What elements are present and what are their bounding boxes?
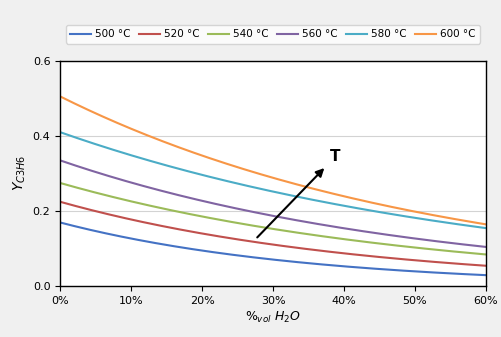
Line: 560 °C: 560 °C	[60, 160, 486, 247]
500 °C	[59, 221, 65, 225]
540 °C	[57, 181, 63, 185]
500 °C	[443, 271, 449, 275]
X-axis label: $\%_{vol}\ H_2O$: $\%_{vol}\ H_2O$	[245, 310, 301, 326]
Line: 600 °C: 600 °C	[60, 96, 486, 224]
540 °C	[416, 246, 422, 250]
560 °C	[443, 240, 449, 244]
500 °C	[57, 220, 63, 224]
520 °C	[57, 200, 63, 204]
500 °C	[483, 273, 489, 277]
600 °C	[309, 186, 315, 190]
Y-axis label: $Y_{C3H6}$: $Y_{C3H6}$	[12, 156, 29, 191]
520 °C	[311, 248, 317, 252]
Line: 540 °C: 540 °C	[60, 183, 486, 254]
560 °C	[57, 158, 63, 162]
560 °C	[311, 221, 317, 225]
520 °C	[318, 249, 324, 253]
500 °C	[309, 262, 315, 266]
580 °C	[309, 198, 315, 202]
580 °C	[318, 200, 324, 204]
560 °C	[59, 159, 65, 163]
Line: 500 °C: 500 °C	[60, 222, 486, 275]
580 °C	[57, 130, 63, 134]
520 °C	[416, 258, 422, 263]
600 °C	[311, 187, 317, 191]
560 °C	[416, 237, 422, 241]
520 °C	[309, 248, 315, 252]
500 °C	[416, 270, 422, 274]
540 °C	[318, 234, 324, 238]
520 °C	[59, 200, 65, 204]
580 °C	[416, 216, 422, 220]
540 °C	[483, 252, 489, 256]
580 °C	[311, 198, 317, 202]
600 °C	[416, 210, 422, 214]
540 °C	[443, 249, 449, 253]
520 °C	[443, 261, 449, 265]
580 °C	[443, 220, 449, 224]
580 °C	[59, 131, 65, 135]
580 °C	[483, 226, 489, 230]
600 °C	[59, 95, 65, 99]
560 °C	[309, 221, 315, 225]
500 °C	[311, 262, 317, 266]
600 °C	[318, 189, 324, 193]
540 °C	[311, 233, 317, 237]
560 °C	[483, 245, 489, 249]
Text: T: T	[330, 149, 340, 164]
Legend: 500 °C, 520 °C, 540 °C, 560 °C, 580 °C, 600 °C: 500 °C, 520 °C, 540 °C, 560 °C, 580 °C, …	[66, 25, 480, 43]
540 °C	[59, 181, 65, 185]
600 °C	[483, 222, 489, 226]
600 °C	[57, 94, 63, 98]
Line: 580 °C: 580 °C	[60, 132, 486, 228]
Line: 520 °C: 520 °C	[60, 202, 486, 266]
600 °C	[443, 215, 449, 219]
560 °C	[318, 222, 324, 226]
500 °C	[318, 262, 324, 266]
520 °C	[483, 264, 489, 268]
540 °C	[309, 233, 315, 237]
